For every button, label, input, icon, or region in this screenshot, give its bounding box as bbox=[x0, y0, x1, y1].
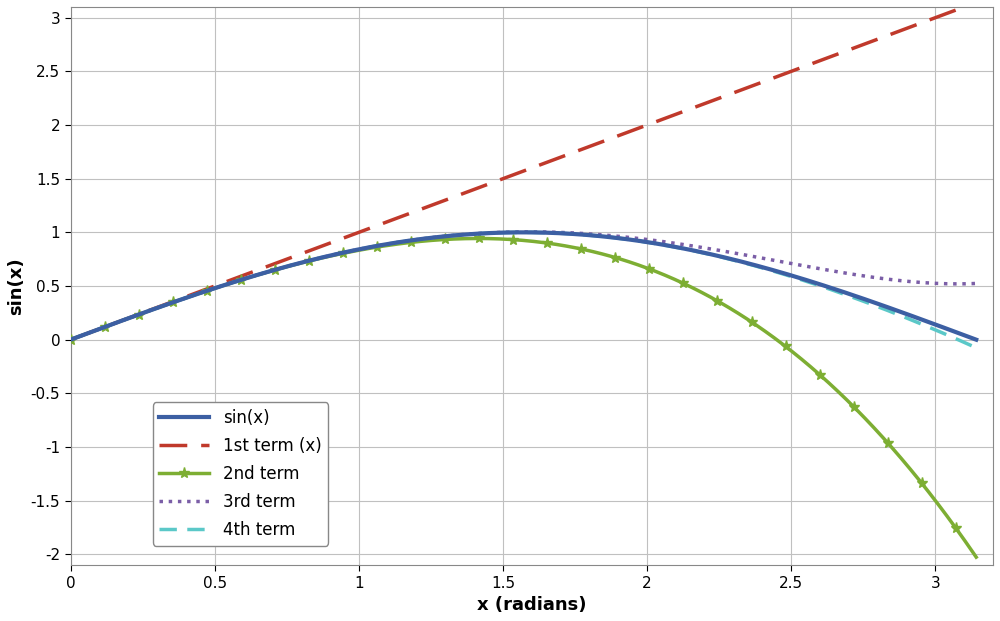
X-axis label: x (radians): x (radians) bbox=[477, 596, 587, 614]
Legend: sin(x), 1st term (x), 2nd term, 3rd term, 4th term: sin(x), 1st term (x), 2nd term, 3rd term… bbox=[153, 402, 328, 546]
Y-axis label: sin(x): sin(x) bbox=[7, 257, 25, 315]
